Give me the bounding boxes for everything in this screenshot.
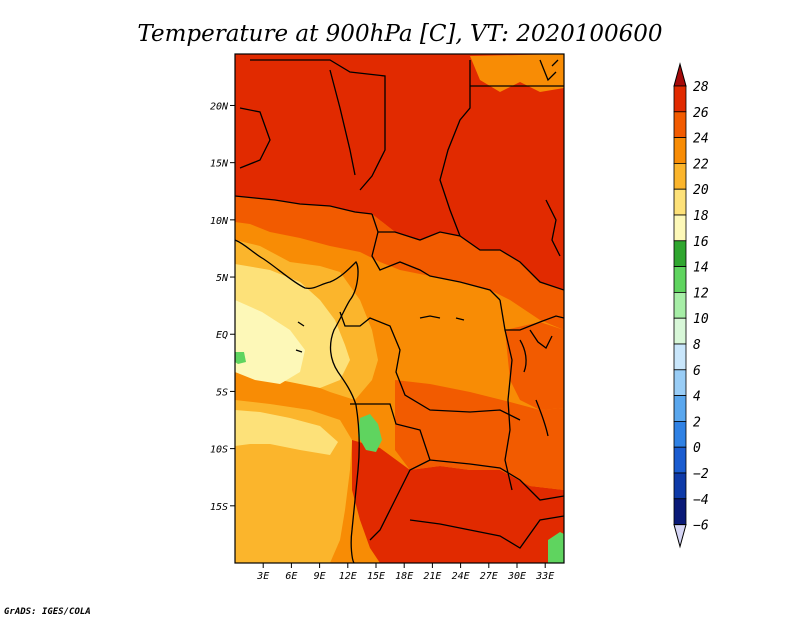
region-angola-highlands bbox=[358, 414, 382, 452]
region-north-hot bbox=[235, 54, 564, 290]
colorbar-segment bbox=[673, 240, 687, 268]
region-east-highlands bbox=[505, 322, 564, 410]
colorbar-top-arrow bbox=[673, 62, 687, 87]
colorbar-label: −2 bbox=[693, 467, 709, 482]
region-equatorial-atlantic bbox=[235, 300, 305, 384]
colorbar-label: 12 bbox=[693, 286, 709, 301]
coastline-and-borders bbox=[235, 59, 564, 563]
colorbar-label: 26 bbox=[693, 106, 709, 121]
region-southern-plateau bbox=[352, 440, 564, 563]
x-tick-label: 24E bbox=[452, 571, 470, 582]
colorbar-label: 16 bbox=[693, 235, 709, 250]
x-tick-label: 6E bbox=[285, 571, 297, 582]
colorbar-segment bbox=[673, 343, 687, 371]
x-tick-label: 9E bbox=[314, 571, 326, 582]
x-tick-label: 21E bbox=[423, 571, 441, 582]
colorbar-segment bbox=[673, 214, 687, 242]
colorbar-segment bbox=[673, 137, 687, 164]
colorbar-segment bbox=[673, 266, 687, 293]
region-central-congo bbox=[395, 380, 564, 490]
y-tick-label: 5N bbox=[216, 273, 229, 284]
map-panel bbox=[235, 54, 564, 563]
colorbar-segment bbox=[673, 317, 687, 345]
region-northeast-cool bbox=[470, 54, 564, 92]
region-south-atlantic-inner bbox=[235, 410, 338, 455]
colorbar-label: 18 bbox=[693, 209, 709, 224]
colorbar-segment bbox=[673, 498, 687, 525]
y-tick-label: 15S bbox=[210, 502, 228, 513]
colorbar-label: 8 bbox=[693, 338, 701, 353]
colorbar-label: 10 bbox=[693, 312, 709, 327]
x-tick-label: 27E bbox=[480, 571, 498, 582]
x-tick-label: 33E bbox=[535, 571, 554, 582]
x-tick-label: 18E bbox=[395, 571, 413, 582]
colorbar-segment bbox=[673, 162, 687, 190]
y-tick-label: 15N bbox=[210, 159, 229, 170]
credit-label: GrADS: IGES/COLA bbox=[4, 607, 91, 617]
colorbar-segment bbox=[673, 369, 687, 396]
x-tick-label: 15E bbox=[367, 571, 385, 582]
colorbar-bottom-arrow bbox=[673, 524, 687, 549]
colorbar-label: 4 bbox=[693, 390, 701, 405]
colorbar-label: 28 bbox=[693, 80, 709, 95]
y-axis: 20N 15N 10N 5N EQ 5S 10S 15S bbox=[210, 101, 235, 513]
x-tick-label: 3E bbox=[256, 571, 269, 582]
colorbar-segment bbox=[673, 85, 687, 113]
colorbar-label: 22 bbox=[693, 157, 709, 172]
y-tick-label: 10N bbox=[210, 216, 229, 227]
colorbar-label: 0 bbox=[693, 441, 701, 456]
colorbar-segment bbox=[673, 188, 687, 216]
colorbar-label: −4 bbox=[693, 493, 709, 508]
x-tick-label: 30E bbox=[507, 571, 526, 582]
region-ocean-cool-spot bbox=[235, 352, 246, 364]
colorbar-segment bbox=[673, 291, 687, 319]
region-southeast-cool-spot bbox=[548, 532, 564, 563]
colorbar-label: 20 bbox=[693, 183, 709, 198]
colorbar-label: −6 bbox=[693, 519, 709, 534]
colorbar-segment bbox=[673, 446, 687, 474]
colorbar-segment bbox=[673, 395, 687, 422]
y-tick-label: 10S bbox=[210, 445, 228, 456]
colorbar-label: 2 bbox=[693, 415, 701, 430]
colorbar-segment bbox=[673, 472, 687, 500]
x-tick-label: 12E bbox=[339, 571, 357, 582]
x-axis: 3E 6E 9E 12E 15E 18E 21E 24E 27E 30E 33E bbox=[256, 563, 554, 582]
chart-title: Temperature at 900hPa [C], VT: 202010060… bbox=[137, 21, 662, 47]
region-sahel-band bbox=[235, 196, 564, 330]
colorbar-label: 6 bbox=[693, 364, 701, 379]
colorbar-label: 24 bbox=[693, 132, 709, 147]
y-tick-label: EQ bbox=[216, 330, 228, 341]
colorbar-segment bbox=[673, 111, 687, 139]
colorbar-segment bbox=[673, 420, 687, 448]
map-frame bbox=[234, 53, 565, 564]
y-tick-label: 20N bbox=[210, 101, 229, 112]
colorbar-label: 14 bbox=[693, 261, 709, 276]
y-tick-label: 5S bbox=[216, 387, 228, 398]
